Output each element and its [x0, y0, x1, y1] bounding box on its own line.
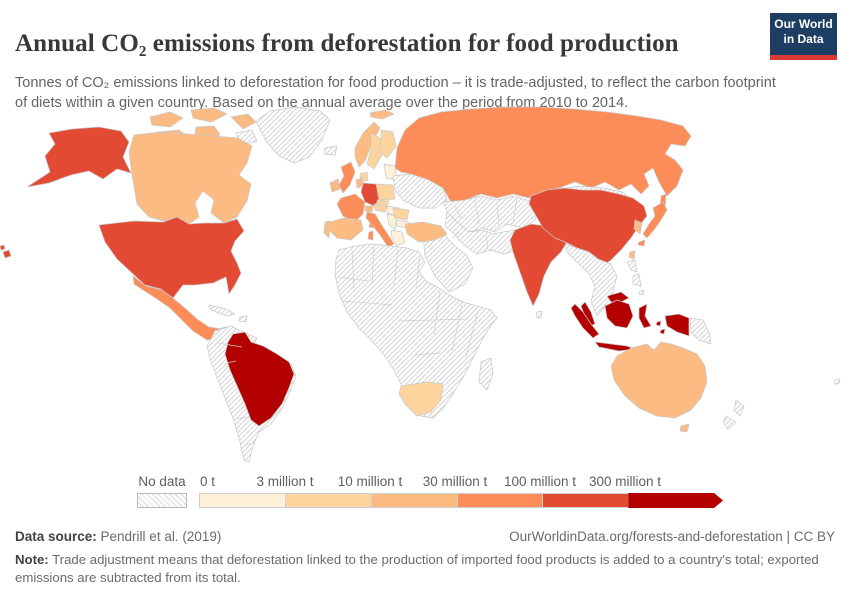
page-title: Annual CO₂ emissions from deforestation …	[15, 29, 679, 57]
country-fiji[interactable]	[833, 378, 841, 385]
country-south-korea[interactable]	[633, 219, 643, 235]
legend-tick-5: 300 million t	[588, 474, 662, 489]
legend-swatch-4[interactable]	[542, 493, 630, 508]
legend-swatch-5-arrow[interactable]	[628, 493, 723, 508]
footer-source-row: Data source: Pendrill et al. (2019) OurW…	[15, 529, 835, 544]
world-map	[0, 105, 850, 470]
country-czechia[interactable]	[376, 199, 390, 207]
country-caribbean[interactable]	[238, 315, 248, 323]
owid-logo-line1: Our World	[774, 17, 833, 31]
legend-no-data-label: No data	[138, 474, 186, 489]
data-source: Data source: Pendrill et al. (2019)	[15, 529, 221, 544]
data-source-value: Pendrill et al. (2019)	[96, 529, 222, 544]
country-indonesia[interactable]	[570, 299, 690, 358]
footer-link[interactable]: OurWorldinData.org/forests-and-deforesta…	[509, 529, 835, 544]
country-sweden[interactable]	[366, 132, 383, 170]
footer-note: Note: Trade adjustment means that defore…	[15, 551, 837, 588]
country-canada[interactable]	[128, 107, 257, 225]
country-united-kingdom[interactable]	[338, 161, 356, 194]
owid-logo-line2: in Data	[783, 32, 824, 46]
legend-tick-1: 3 million t	[256, 474, 314, 489]
country-malaysia[interactable]	[580, 291, 630, 327]
country-sri-lanka[interactable]	[535, 310, 543, 319]
country-australia[interactable]	[610, 341, 708, 433]
country-greenland[interactable]	[255, 106, 331, 164]
country-portugal[interactable]	[323, 220, 331, 239]
country-russia[interactable]	[394, 106, 692, 213]
country-turkey[interactable]	[404, 221, 448, 243]
legend-tick-2: 10 million t	[337, 474, 403, 489]
country-balkans[interactable]	[386, 213, 398, 231]
owid-logo[interactable]: Our World in Data	[770, 13, 837, 60]
country-ireland[interactable]	[329, 178, 341, 193]
country-africa-other[interactable]	[334, 243, 498, 419]
internal-borders	[217, 197, 518, 446]
country-netherlands[interactable]	[355, 177, 364, 189]
world-map-svg	[0, 106, 841, 463]
country-south-africa[interactable]	[398, 381, 444, 417]
legend-tick-4: 100 million t	[503, 474, 577, 489]
country-romania[interactable]	[392, 207, 410, 221]
data-source-label: Data source:	[15, 529, 97, 544]
map-legend: No data 0 t 3 million t 10 million t 30 …	[137, 474, 723, 508]
country-finland[interactable]	[378, 129, 397, 159]
legend-swatches	[199, 493, 723, 508]
country-papua-new-guinea[interactable]	[689, 317, 712, 345]
country-united-states[interactable]	[0, 126, 245, 299]
country-new-zealand[interactable]	[722, 399, 745, 431]
legend-tick-3: 30 million t	[422, 474, 488, 489]
country-france[interactable]	[336, 193, 375, 229]
country-switzerland[interactable]	[364, 205, 374, 213]
country-taiwan[interactable]	[628, 250, 636, 260]
country-cuba[interactable]	[208, 304, 236, 317]
country-greece[interactable]	[390, 229, 406, 247]
country-indochina[interactable]	[564, 243, 618, 317]
country-brazil[interactable]	[224, 331, 295, 427]
country-spain[interactable]	[328, 217, 364, 241]
country-iceland[interactable]	[323, 145, 338, 156]
legend-bins: 0 t 3 million t 10 million t 30 million …	[199, 474, 723, 508]
country-philippines[interactable]	[626, 259, 645, 296]
legend-swatch-3[interactable]	[456, 493, 544, 508]
country-china[interactable]	[528, 187, 648, 266]
chart-subtitle: Tonnes of CO₂ emissions linked to defore…	[15, 74, 776, 112]
legend-no-data[interactable]: No data	[137, 474, 187, 508]
legend-no-data-swatch[interactable]	[137, 493, 187, 508]
legend-swatch-0[interactable]	[199, 493, 286, 508]
legend-bin-labels: 0 t 3 million t 10 million t 30 million …	[200, 474, 723, 490]
country-norway[interactable]	[354, 109, 395, 168]
footer-note-value: Trade adjustment means that deforestatio…	[15, 552, 819, 586]
legend-swatch-1[interactable]	[284, 493, 372, 508]
footer-note-label: Note:	[15, 552, 49, 567]
legend-swatch-2[interactable]	[370, 493, 458, 508]
country-japan[interactable]	[637, 201, 668, 247]
legend-tick-0: 0 t	[200, 474, 216, 489]
country-madagascar[interactable]	[478, 357, 494, 391]
